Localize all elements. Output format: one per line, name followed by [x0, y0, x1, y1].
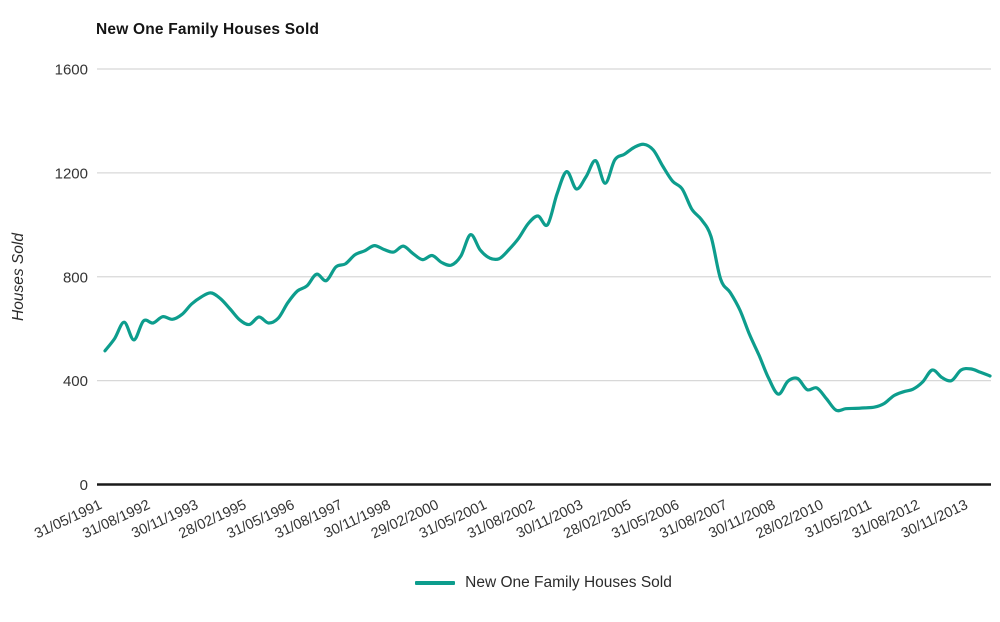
legend-label: New One Family Houses Sold: [465, 574, 672, 591]
y-tick-label: 0: [80, 477, 88, 494]
series-line-new-one-family-houses-sold[interactable]: [103, 142, 992, 413]
y-axis-title: Houses Sold: [10, 232, 27, 321]
chart-title: New One Family Houses Sold: [96, 21, 320, 38]
y-tick-label: 1200: [55, 165, 88, 182]
legend-line-swatch: [415, 581, 456, 585]
y-tick-label: 1600: [55, 62, 88, 79]
y-tick-label: 400: [63, 373, 88, 390]
y-tick-label: 800: [63, 269, 88, 286]
legend[interactable]: New One Family Houses Sold: [97, 574, 990, 592]
